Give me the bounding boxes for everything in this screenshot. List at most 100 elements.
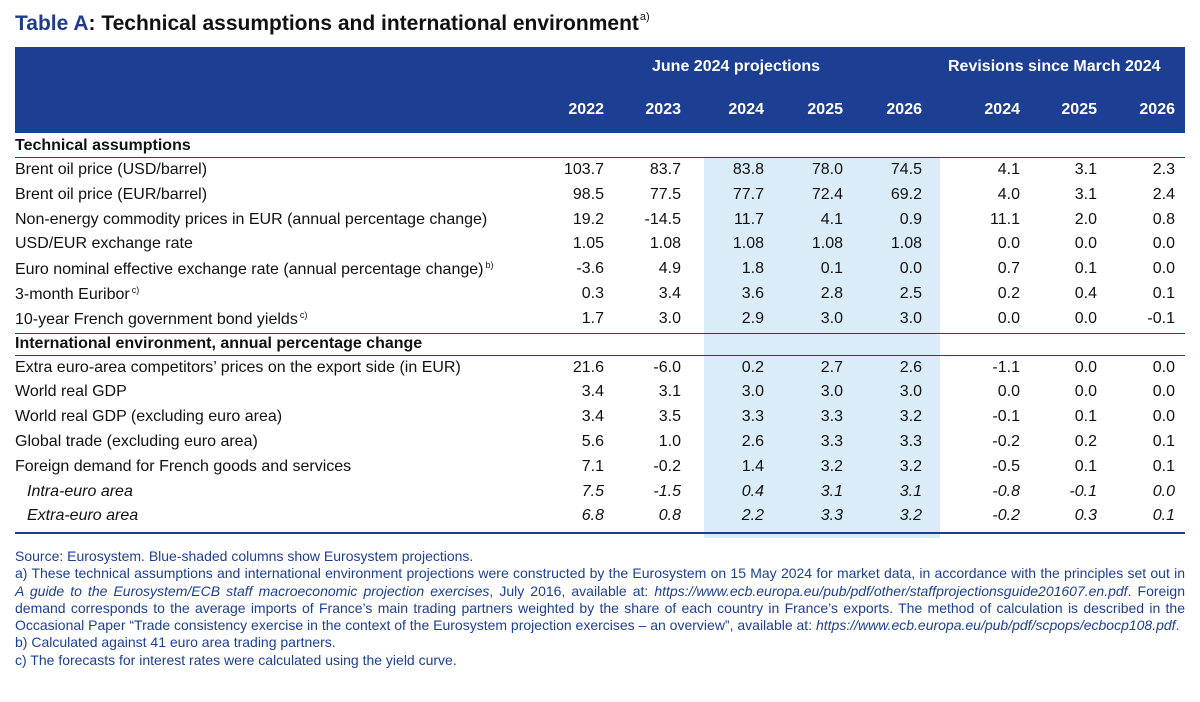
cell-value: 0.0 [1075,235,1097,253]
table-row: Non-energy commodity prices in EUR (annu… [15,208,1185,232]
cell-value: 2.7 [821,359,843,377]
cell-value: 3.3 [821,507,843,525]
cell-value: 1.8 [742,260,764,278]
cell-value: 69.2 [891,186,922,204]
cell-value: 3.2 [900,507,922,525]
cell-value: 5.6 [582,433,604,451]
cell-value: 2.3 [1153,161,1175,179]
table-label: Table A [15,12,89,35]
table-row: 3-month Euriborc)0.33.43.62.82.50.20.40.… [15,282,1185,306]
title-footnote-mark: a) [640,11,650,23]
cell-value: 0.8 [659,507,681,525]
header-year: 2026 [886,101,922,119]
cell-value: 83.8 [733,161,764,179]
cell-value: 0.0 [998,310,1020,328]
cell-value: 3.1 [821,483,843,501]
cell-value: 0.2 [998,285,1020,303]
cell-value: 0.7 [998,260,1020,278]
row-footnote-mark: c) [132,285,140,295]
cell-value: 0.0 [1075,359,1097,377]
cell-value: 3.0 [659,310,681,328]
cell-value: 3.0 [900,310,922,328]
cell-value: 4.1 [821,211,843,229]
row-label: Global trade (excluding euro area) [15,433,258,451]
row-label: 3-month Euriborc) [15,285,139,304]
cell-value: 3.4 [659,285,681,303]
table-row: Brent oil price (EUR/barrel)98.577.577.7… [15,183,1185,207]
cell-value: 3.0 [821,383,843,401]
note-a: a) These technical assumptions and inter… [15,565,1185,634]
header-year: 2024 [984,101,1020,119]
header-year: 2023 [645,101,681,119]
cell-value: -14.5 [645,211,681,229]
table-notes: Source: Eurosystem. Blue-shaded columns … [15,548,1185,669]
cell-value: 3.2 [900,458,922,476]
table-row: Global trade (excluding euro area)5.61.0… [15,430,1185,454]
cell-value: 3.3 [900,433,922,451]
cell-value: 1.08 [891,235,922,253]
table-rule [15,532,1185,534]
note-a-link-paper[interactable]: https://www.ecb.europa.eu/pub/pdf/scpops… [816,617,1176,633]
cell-value: 3.2 [900,408,922,426]
table-row: Brent oil price (USD/barrel)103.783.783.… [15,158,1185,182]
cell-value: 0.0 [1075,383,1097,401]
header-year: 2026 [1139,101,1175,119]
cell-value: 21.6 [573,359,604,377]
cell-value: 2.4 [1153,186,1175,204]
cell-value: 0.0 [998,383,1020,401]
table-row: Extra-euro area6.80.82.23.33.2-0.20.30.1 [15,504,1185,528]
cell-value: 0.1 [1153,507,1175,525]
cell-value: 2.6 [900,359,922,377]
cell-value: 78.0 [812,161,843,179]
cell-value: 3.5 [659,408,681,426]
cell-value: 1.7 [582,310,604,328]
cell-value: 0.1 [1075,408,1097,426]
cell-value: 3.1 [659,383,681,401]
cell-value: 0.4 [1075,285,1097,303]
cell-value: 1.4 [742,458,764,476]
cell-value: 3.0 [821,310,843,328]
table-row: World real GDP (excluding euro area)3.43… [15,405,1185,429]
cell-value: 0.4 [742,483,764,501]
cell-value: 4.9 [659,260,681,278]
cell-value: 6.8 [582,507,604,525]
cell-value: 77.5 [650,186,681,204]
cell-value: -0.1 [1069,483,1097,501]
table-title-text: : Technical assumptions and internationa… [89,12,639,35]
cell-value: -1.1 [992,359,1020,377]
row-footnote-mark: c) [300,310,308,320]
cell-value: 83.7 [650,161,681,179]
cell-value: 3.3 [742,408,764,426]
cell-value: 0.9 [900,211,922,229]
cell-value: 1.08 [650,235,681,253]
cell-value: 2.5 [900,285,922,303]
cell-value: 3.0 [742,383,764,401]
row-label: Brent oil price (EUR/barrel) [15,186,207,204]
cell-value: 19.2 [573,211,604,229]
cell-value: -1.5 [653,483,681,501]
cell-value: -0.2 [992,433,1020,451]
table-row: Extra euro-area competitors’ prices on t… [15,356,1185,380]
cell-value: 0.1 [1153,285,1175,303]
table-row: World real GDP3.43.13.03.03.00.00.00.0 [15,380,1185,404]
row-label: USD/EUR exchange rate [15,235,193,253]
cell-value: 0.0 [1153,359,1175,377]
row-label: Non-energy commodity prices in EUR (annu… [15,211,487,229]
cell-value: 7.5 [582,483,604,501]
cell-value: 3.1 [1075,186,1097,204]
cell-value: 0.0 [900,260,922,278]
note-a-link-guide[interactable]: https://www.ecb.europa.eu/pub/pdf/other/… [654,583,1127,599]
cell-value: 0.1 [1153,458,1175,476]
row-label: World real GDP [15,383,127,401]
table-row: USD/EUR exchange rate1.051.081.081.081.0… [15,232,1185,256]
cell-value: 0.8 [1153,211,1175,229]
cell-value: 0.1 [821,260,843,278]
cell-value: 2.9 [742,310,764,328]
cell-value: -0.2 [992,507,1020,525]
header-year: 2025 [1061,101,1097,119]
cell-value: 2.6 [742,433,764,451]
cell-value: 3.4 [582,408,604,426]
cell-value: 0.3 [582,285,604,303]
header-year: 2024 [728,101,764,119]
cell-value: 3.3 [821,408,843,426]
